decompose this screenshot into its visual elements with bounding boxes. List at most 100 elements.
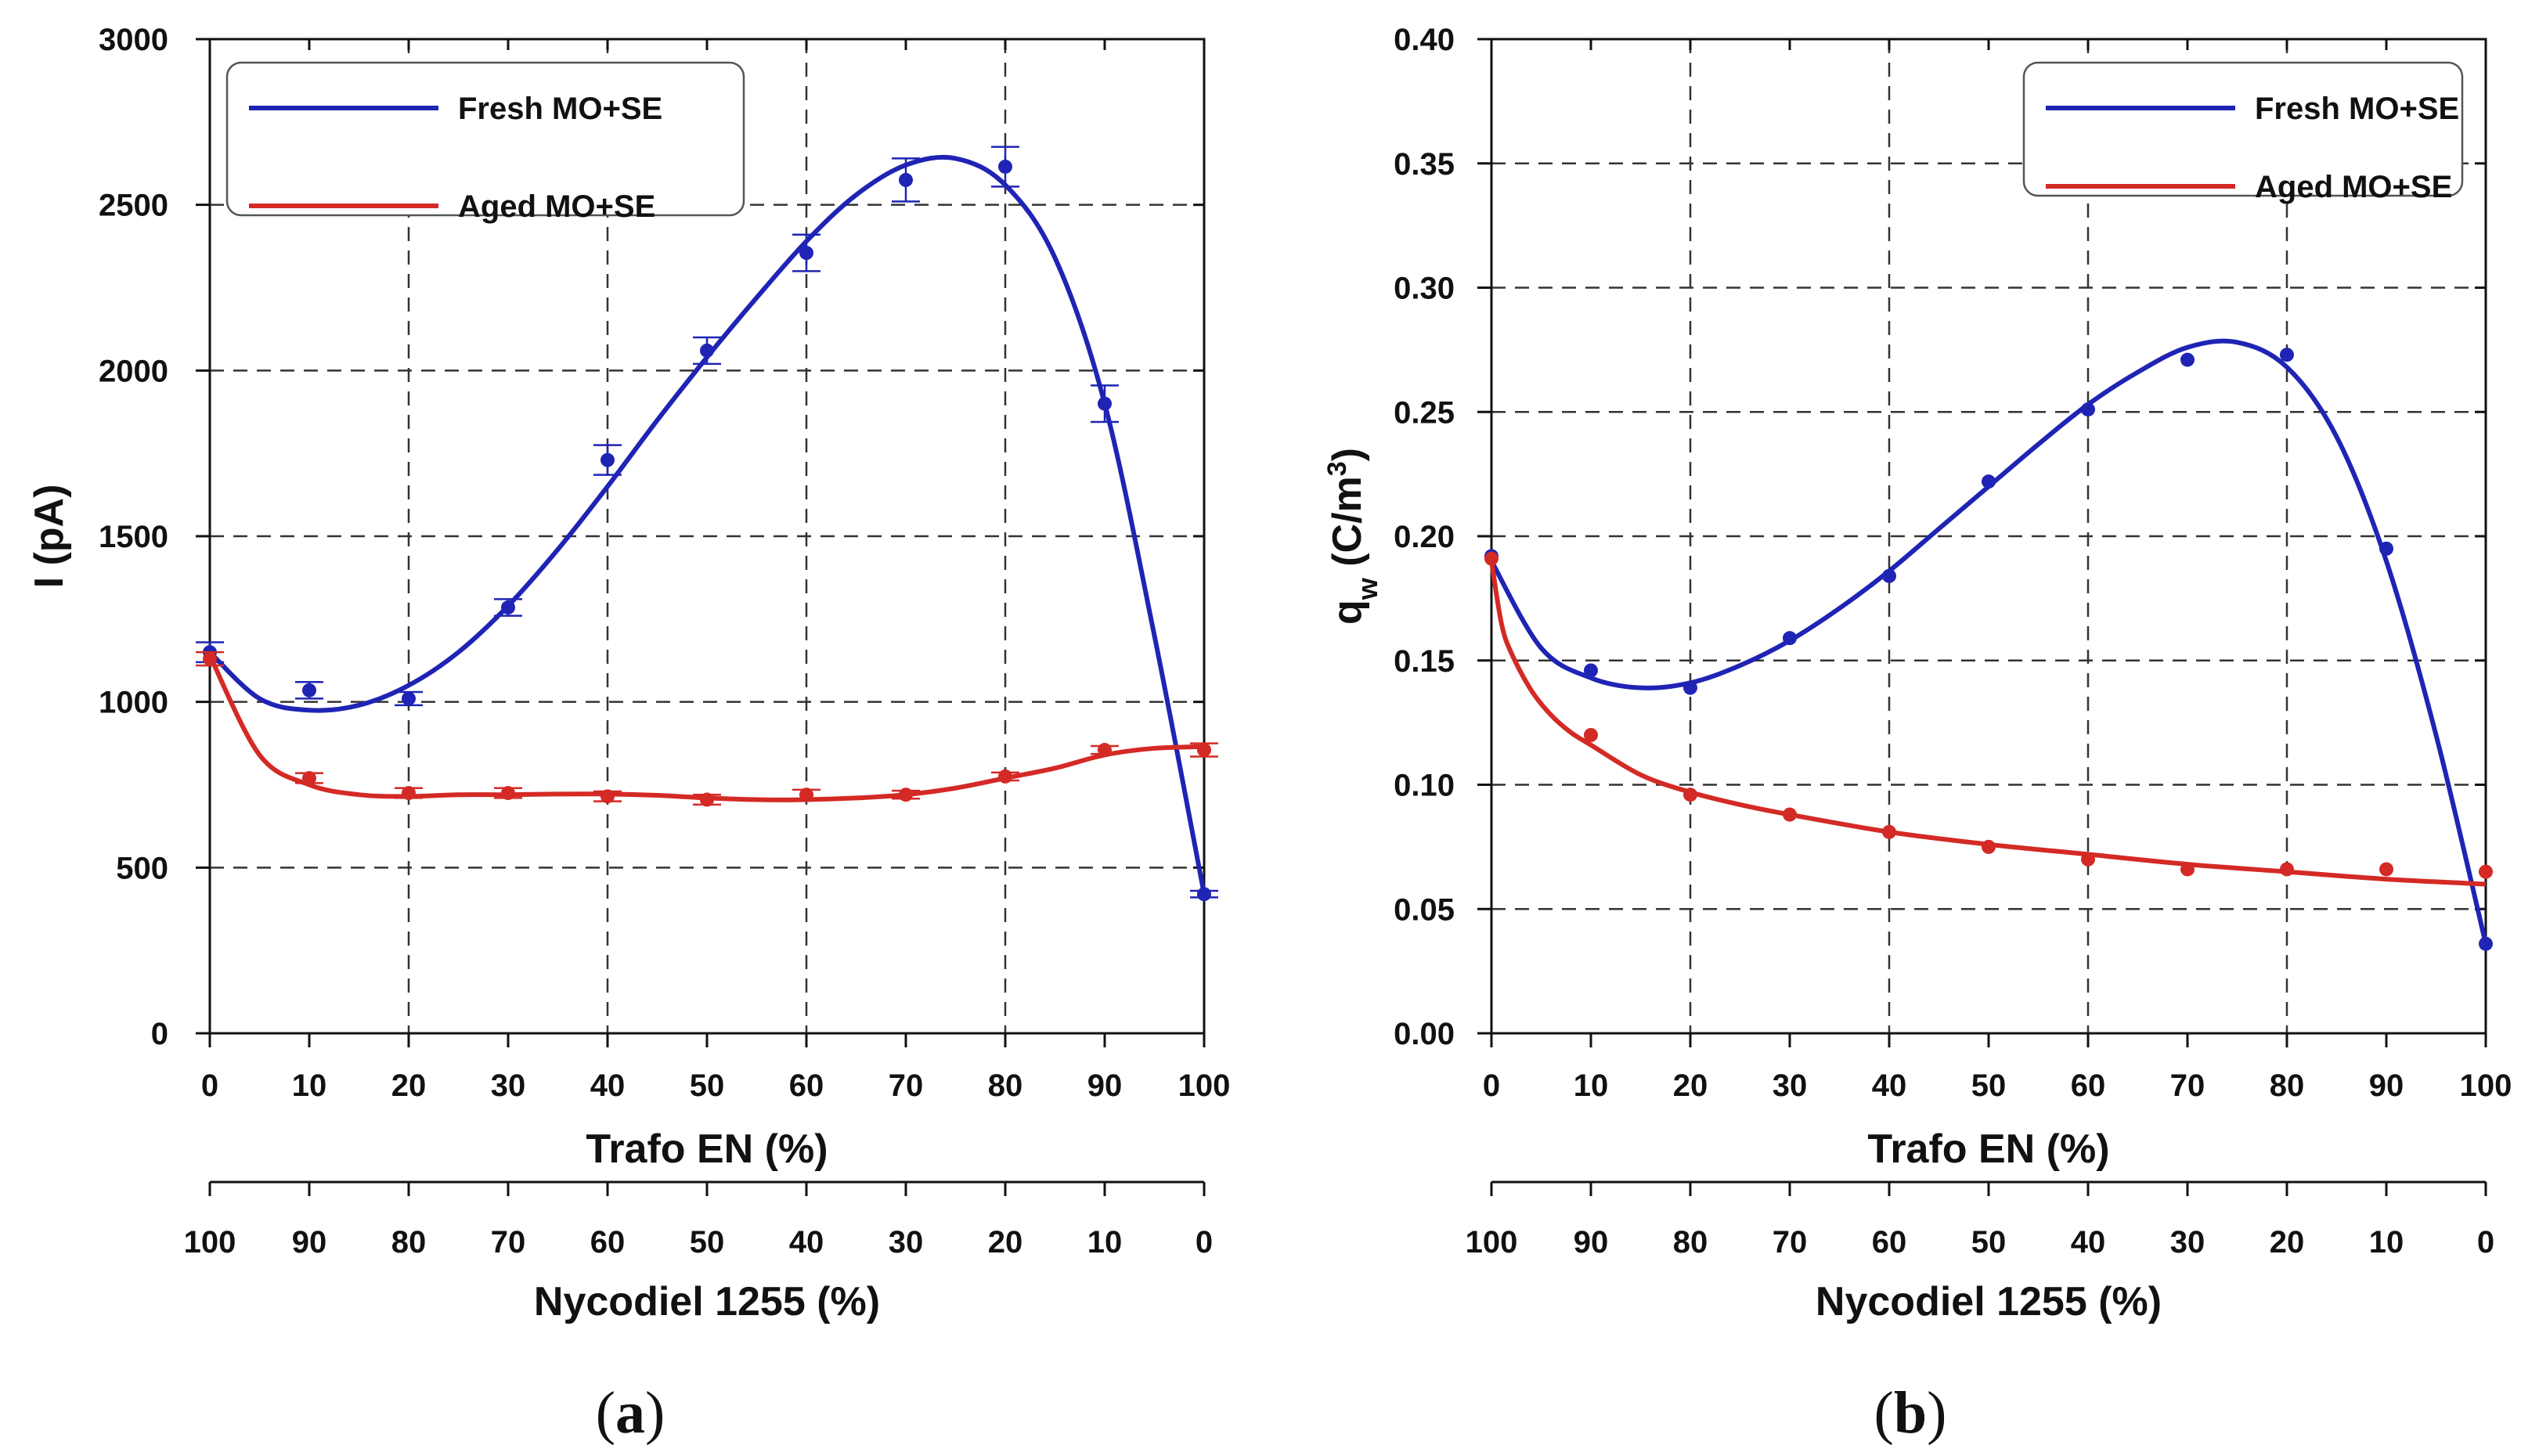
- x-tick-label: 40: [590, 1069, 626, 1103]
- data-point-fresh: [2081, 402, 2095, 417]
- x-tick-label: 60: [789, 1069, 824, 1103]
- data-point-fresh: [2379, 541, 2393, 556]
- panel-label: (a): [596, 1380, 665, 1446]
- y-tick-label: 0: [151, 1017, 168, 1051]
- x-axis: 0 10 20 30 40 50 60 70 80 90 100 Trafo EN (%): [201, 39, 1231, 1172]
- y-axis-label-close: ): [1325, 448, 1370, 461]
- data-point-aged: [1484, 551, 1499, 566]
- data-point-fresh: [1098, 396, 1112, 411]
- data-point-aged: [2479, 864, 2493, 879]
- data-point-fresh: [998, 159, 1012, 174]
- x-tick-label: 40: [1872, 1069, 1907, 1103]
- x-tick-label: 90: [2369, 1069, 2404, 1103]
- y-tick-label: 0.35: [1394, 147, 1455, 182]
- x-tick-label: 100: [1178, 1069, 1231, 1103]
- series-aged: [1484, 551, 2493, 887]
- data-point-aged: [1098, 743, 1112, 758]
- legend-box: [225, 61, 745, 217]
- data-point-aged: [2081, 852, 2095, 867]
- fit-line-aged: [207, 654, 1205, 802]
- data-point-aged: [1783, 807, 1797, 822]
- data-point-fresh: [1882, 568, 1896, 583]
- y-axis-label-sub: w: [1351, 577, 1383, 600]
- y-axis-label-sup: 3: [1322, 461, 1352, 476]
- x2-tick-label: 80: [1673, 1225, 1708, 1260]
- y-tick-label: 1500: [99, 520, 168, 554]
- data-point-fresh: [1783, 631, 1797, 646]
- x2-tick-label: 40: [789, 1225, 824, 1260]
- x2-tick-label: 70: [1773, 1225, 1808, 1260]
- data-point-fresh: [1982, 474, 1996, 489]
- panel-label-close: ): [645, 1380, 665, 1446]
- data-point-aged: [1882, 824, 1896, 839]
- x2-tick-label: 20: [2270, 1225, 2305, 1260]
- data-point-aged: [998, 769, 1012, 784]
- data-point-aged: [1584, 728, 1598, 742]
- legend-box: [2022, 61, 2464, 197]
- x2-tick-label: 0: [1196, 1225, 1213, 1260]
- x-axis-label: Trafo EN (%): [586, 1126, 828, 1172]
- x2-tick-label: 30: [2170, 1225, 2205, 1260]
- data-point-aged: [899, 787, 913, 802]
- data-point-aged: [2379, 862, 2393, 877]
- y-tick-label: 0.20: [1394, 520, 1455, 554]
- data-point-aged: [302, 771, 316, 786]
- y-axis: 0.00 0.05 0.10 0.15 0.20 0.25 0.30 0.35 0.40: [1394, 23, 2486, 1051]
- series-aged: [196, 651, 1218, 807]
- panel-label-open: (: [596, 1380, 615, 1446]
- fit-line-fresh: [1489, 338, 2488, 945]
- x2-axis-label: Nycodiel 1255 (%): [534, 1279, 880, 1324]
- x-tick-label: 0: [1483, 1069, 1500, 1103]
- data-point-aged: [501, 786, 515, 801]
- data-point-fresh: [1197, 887, 1211, 902]
- legend: Fresh MO+SE Aged MO+SE: [2022, 61, 2464, 204]
- legend-label-fresh: Fresh MO+SE: [2255, 92, 2459, 126]
- x-tick-label: 30: [1773, 1069, 1808, 1103]
- data-point-fresh: [799, 246, 813, 261]
- panel-label-letter: a: [615, 1380, 645, 1446]
- x-tick-label: 70: [2170, 1069, 2205, 1103]
- x2-tick-label: 80: [391, 1225, 427, 1260]
- x2-tick-label: 90: [292, 1225, 327, 1260]
- series-fresh: [1484, 338, 2493, 951]
- x-tick-label: 70: [889, 1069, 924, 1103]
- y-axis: 0 500 1000 1500 2000 2500 3000: [99, 23, 1204, 1051]
- x-tick-label: 10: [292, 1069, 327, 1103]
- x-tick-label: 0: [201, 1069, 218, 1103]
- x-tick-label: 50: [1971, 1069, 2007, 1103]
- data-point-fresh: [2180, 352, 2195, 367]
- x2-tick-label: 50: [690, 1225, 725, 1260]
- x2-tick-label: 40: [2071, 1225, 2106, 1260]
- panel-label: (b): [1874, 1380, 1947, 1446]
- legend-label-aged: Aged MO+SE: [2255, 170, 2452, 204]
- data-point-fresh: [899, 172, 913, 187]
- data-point-aged: [203, 651, 217, 666]
- x2-tick-label: 100: [184, 1225, 236, 1260]
- x2-tick-label: 0: [2477, 1225, 2494, 1260]
- data-point-aged: [700, 792, 714, 807]
- panel-label-letter: b: [1894, 1380, 1927, 1446]
- x2-tick-label: 60: [1872, 1225, 1907, 1260]
- data-point-aged: [2180, 862, 2195, 877]
- x-tick-label: 60: [2071, 1069, 2106, 1103]
- legend-label-fresh: Fresh MO+SE: [458, 92, 662, 126]
- x2-tick-label: 10: [1087, 1225, 1123, 1260]
- y-tick-label: 500: [116, 851, 168, 885]
- x-tick-label: 80: [2270, 1069, 2305, 1103]
- data-point-fresh: [402, 691, 416, 706]
- x2-tick-label: 60: [590, 1225, 626, 1260]
- y-tick-label: 0.40: [1394, 23, 1455, 57]
- y-tick-label: 0.25: [1394, 395, 1455, 430]
- x2-tick-label: 20: [988, 1225, 1023, 1260]
- data-point-fresh: [1683, 680, 1697, 695]
- y-tick-label: 0.10: [1394, 769, 1455, 803]
- x2-tick-label: 70: [491, 1225, 526, 1260]
- x2-tick-label: 50: [1971, 1225, 2007, 1260]
- y-tick-label: 0.15: [1394, 644, 1455, 679]
- panel-label-open: (: [1874, 1380, 1894, 1446]
- legend-label-aged: Aged MO+SE: [458, 189, 655, 224]
- y-tick-label: 0.05: [1394, 892, 1455, 927]
- x-tick-label: 30: [491, 1069, 526, 1103]
